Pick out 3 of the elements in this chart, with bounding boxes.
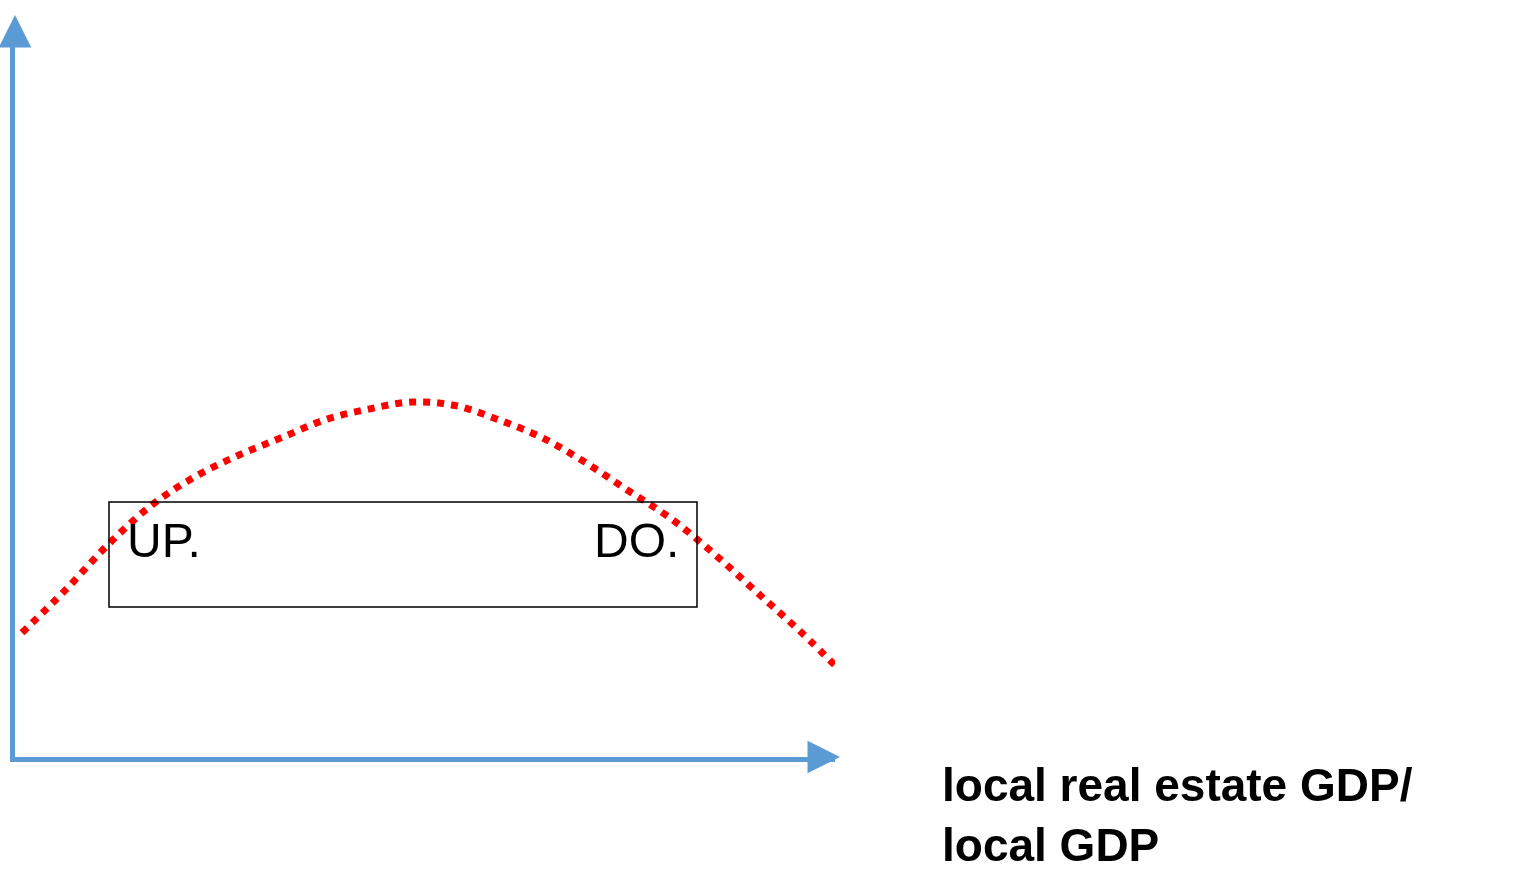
annotation: UP. — [127, 514, 201, 567]
annotation: DO. — [594, 514, 680, 567]
x-axis-title: local real estate GDP/ local GDP — [942, 759, 1413, 871]
